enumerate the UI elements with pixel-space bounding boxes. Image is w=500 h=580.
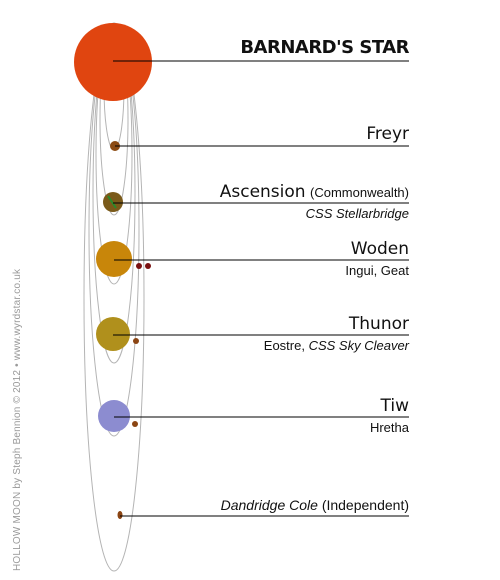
css-sky-cleaver-label: CSS Sky Cleaver: [308, 338, 409, 353]
barnards-star-label: BARNARD'S STAR: [240, 37, 409, 58]
geat-moon: [145, 263, 151, 269]
ascension-qualifier: (Commonwealth): [310, 185, 409, 200]
ingui-moon: [136, 263, 142, 269]
css-stellarbridge-marker: [107, 195, 117, 209]
woden-planet: [96, 241, 132, 277]
dandridge-cole-name: Dandridge Cole: [220, 497, 318, 513]
thunor-label: Thunor: [348, 314, 409, 334]
ascension-label: Ascension (Commonwealth): [220, 182, 409, 202]
hretha-moon: [132, 421, 138, 427]
thunor-planet: [96, 317, 130, 351]
freyr-label: Freyr: [366, 124, 409, 144]
tiw-planet: [98, 400, 130, 432]
barnards-star-body: [74, 23, 152, 101]
orbit-path-ascension: [99, 22, 129, 216]
dandridge-cole-habitat: [117, 511, 123, 519]
tiw-label: Tiw: [380, 396, 410, 416]
eostre-moon: [133, 338, 139, 344]
ascension-station-label: CSS Stellarbridge: [305, 206, 409, 221]
dandridge-cole-qualifier: (Independent): [321, 497, 409, 513]
ascension-name: Ascension: [219, 182, 306, 202]
dandridge-cole-label: Dandridge Cole (Independent): [221, 497, 409, 513]
orbit-paths: [83, 22, 145, 572]
tiw-moons-label: Hretha: [369, 420, 409, 435]
woden-label: Woden: [350, 239, 409, 259]
thunor-moons-label: Eostre, CSS Sky Cleaver: [264, 338, 409, 353]
credit-text: HOLLOW MOON by Steph Bennion © 2012 • ww…: [12, 268, 23, 571]
woden-moons-label: Ingui, Geat: [345, 263, 409, 278]
orbit-path-dandridge: [83, 24, 145, 572]
leader-lines: [113, 60, 409, 517]
eostre-label: Eostre,: [263, 338, 309, 353]
